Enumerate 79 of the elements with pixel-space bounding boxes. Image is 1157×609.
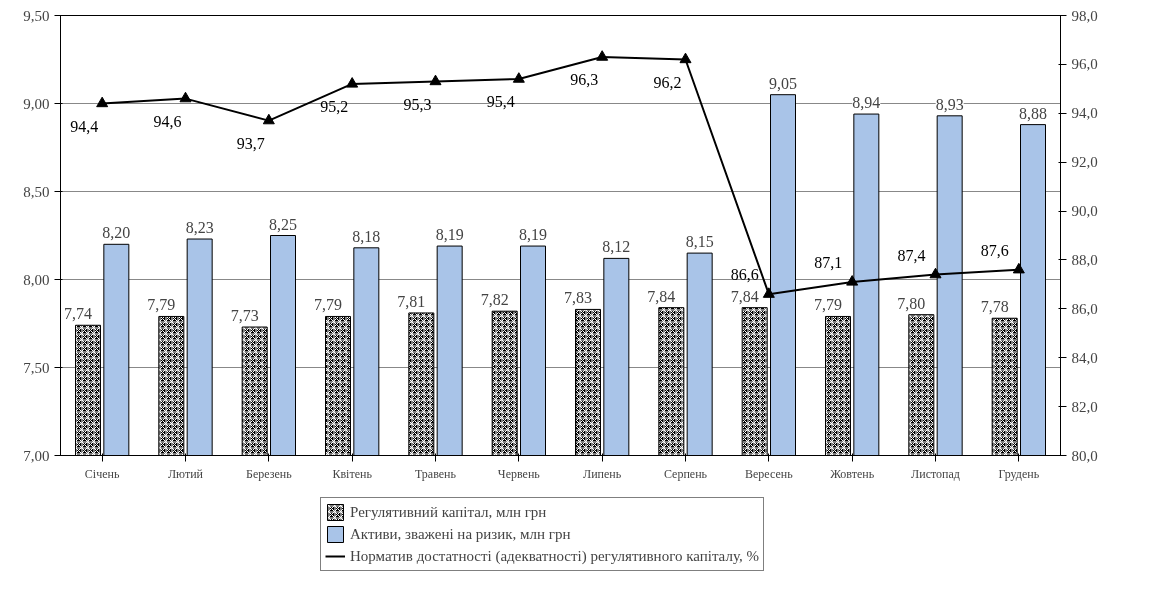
data-label: 7,78 bbox=[980, 298, 1009, 316]
point bbox=[679, 52, 692, 64]
data-label: 94,4 bbox=[70, 117, 99, 135]
data-label: 7,74 bbox=[64, 305, 92, 323]
data-label: 7,83 bbox=[564, 289, 592, 307]
y-tick-label: 8,00 bbox=[23, 271, 50, 288]
data-label: 8,20 bbox=[102, 224, 131, 242]
x-tick-label: Вересень bbox=[745, 466, 794, 481]
data-label: 87,4 bbox=[897, 246, 926, 264]
x-tick-label: Січень bbox=[84, 466, 120, 481]
data-label: 86,6 bbox=[730, 266, 759, 284]
x-tick-label: Травень bbox=[414, 466, 457, 481]
point bbox=[96, 96, 109, 108]
y-tick-label: 9,00 bbox=[23, 95, 50, 112]
x-tick-label: Липень bbox=[583, 466, 622, 481]
x-tick-label: Червень bbox=[497, 466, 541, 481]
x-tick-label: Квітень bbox=[332, 466, 373, 481]
y2-tick-label: 92,0 bbox=[1071, 154, 1098, 171]
data-label: 96,3 bbox=[570, 71, 599, 89]
x-tick-label: Серпень bbox=[663, 466, 708, 481]
y-tick-label: 7,50 bbox=[23, 359, 50, 376]
point bbox=[262, 113, 275, 125]
data-label: 7,80 bbox=[897, 294, 926, 312]
x-tick-label: Листопад bbox=[911, 466, 960, 481]
data-label: 9,05 bbox=[769, 74, 797, 92]
point bbox=[596, 50, 609, 61]
point bbox=[512, 72, 525, 83]
point bbox=[762, 287, 775, 298]
y2-tick-label: 88,0 bbox=[1071, 251, 1098, 268]
legend-label: Активи, зважені на ризик, млн грн bbox=[350, 525, 571, 543]
data-label: 94,6 bbox=[153, 112, 182, 130]
y2-tick-label: 82,0 bbox=[1071, 398, 1098, 415]
point bbox=[346, 77, 359, 88]
legend-label: Норматив достатності (адекватності) регулятивного капіталу, % bbox=[350, 547, 759, 565]
data-label: 95,3 bbox=[403, 95, 432, 113]
data-label: 8,15 bbox=[685, 233, 714, 251]
data-label: 8,19 bbox=[519, 226, 547, 244]
point bbox=[846, 275, 859, 286]
point bbox=[1012, 262, 1025, 274]
data-label: 95,4 bbox=[486, 93, 515, 111]
y-tick-label: 8,50 bbox=[23, 183, 50, 200]
data-label: 7,79 bbox=[814, 296, 842, 314]
x-tick-label: Жовтень bbox=[830, 466, 875, 481]
data-label: 8,12 bbox=[602, 238, 631, 256]
data-label: 93,7 bbox=[236, 134, 265, 152]
data-label: 95,2 bbox=[320, 97, 349, 115]
point bbox=[429, 74, 442, 86]
data-label: 87,1 bbox=[814, 253, 843, 271]
data-label: 8,94 bbox=[852, 94, 881, 112]
data-label: 7,81 bbox=[397, 292, 426, 310]
x-tick-label: Грудень bbox=[998, 466, 1040, 481]
data-label: 7,84 bbox=[647, 287, 676, 305]
legend-label: Регулятивний капітал, млн грн bbox=[350, 503, 547, 521]
y-tick-label: 9,50 bbox=[23, 7, 50, 24]
data-label: 8,18 bbox=[352, 227, 381, 245]
data-label: 7,79 bbox=[314, 296, 342, 314]
y2-tick-label: 96,0 bbox=[1071, 56, 1098, 73]
data-label: 8,25 bbox=[269, 215, 297, 233]
data-label: 7,79 bbox=[147, 296, 176, 314]
data-label: 8,93 bbox=[935, 95, 964, 113]
data-label: 7,73 bbox=[230, 307, 259, 325]
point bbox=[929, 267, 942, 279]
y2-tick-label: 94,0 bbox=[1071, 105, 1098, 122]
data-label: 96,2 bbox=[653, 73, 682, 91]
y2-tick-label: 80,0 bbox=[1071, 447, 1098, 464]
y2-tick-label: 90,0 bbox=[1071, 203, 1098, 220]
point bbox=[179, 91, 192, 103]
data-label: 87,6 bbox=[980, 241, 1009, 259]
x-tick-label: Лютий bbox=[167, 466, 204, 481]
data-label: 7,82 bbox=[480, 291, 509, 309]
y2-tick-label: 86,0 bbox=[1071, 300, 1098, 317]
data-label: 8,23 bbox=[185, 219, 214, 237]
data-label: 7,84 bbox=[730, 287, 759, 305]
x-tick-label: Березень bbox=[246, 466, 293, 481]
y2-tick-label: 98,0 bbox=[1071, 7, 1098, 24]
y-tick-label: 7,00 bbox=[23, 447, 50, 464]
data-label: 8,19 bbox=[435, 226, 464, 244]
y2-tick-label: 84,0 bbox=[1071, 349, 1098, 366]
data-label: 8,88 bbox=[1019, 104, 1047, 122]
